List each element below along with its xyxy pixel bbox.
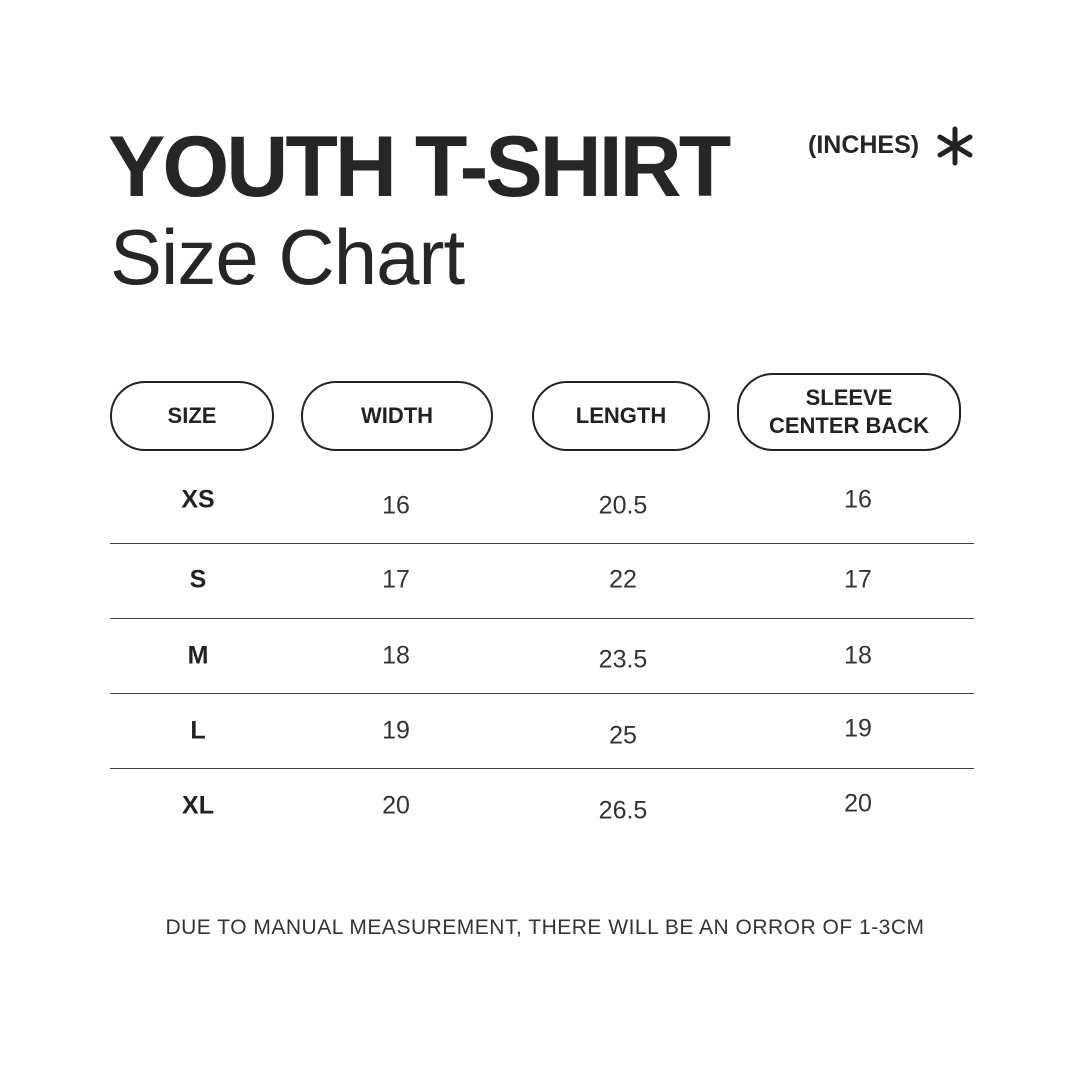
measurement-cell: 20.5	[598, 491, 648, 520]
measurement-cell: 18	[844, 641, 872, 670]
units-label: (INCHES)	[808, 131, 920, 159]
measurement-cell: 16	[844, 485, 872, 514]
measurement-cell: 20	[844, 789, 872, 818]
measurement-cell: 25	[609, 721, 637, 750]
size-label: XS	[181, 485, 215, 514]
row-divider	[110, 543, 974, 544]
page-title: YOUTH T-SHIRT	[108, 119, 731, 215]
header-length: LENGTH	[532, 381, 710, 451]
asterisk-icon	[937, 126, 973, 166]
page-subtitle: Size Chart	[110, 213, 465, 301]
measurement-cell: 19	[382, 716, 410, 745]
header-sleeve-center-back: SLEEVE CENTER BACK	[737, 373, 961, 451]
measurement-cell: 16	[382, 491, 410, 520]
size-label: L	[190, 716, 206, 745]
measurement-cell: 19	[844, 714, 872, 743]
size-label: XL	[182, 791, 214, 820]
measurement-cell: 17	[382, 565, 410, 594]
measurement-cell: 26.5	[598, 796, 648, 825]
measurement-cell: 17	[844, 565, 872, 594]
row-divider	[110, 768, 974, 769]
measurement-cell: 23.5	[598, 645, 648, 674]
size-label: S	[189, 565, 207, 594]
row-divider	[110, 693, 974, 694]
measurement-cell: 18	[382, 641, 410, 670]
header-width: WIDTH	[301, 381, 493, 451]
measurement-cell: 22	[609, 565, 637, 594]
row-divider	[110, 618, 974, 619]
header-size: SIZE	[110, 381, 274, 451]
size-label: M	[187, 641, 209, 670]
measurement-cell: 20	[382, 791, 410, 820]
measurement-note: DUE TO MANUAL MEASUREMENT, THERE WILL BE…	[165, 916, 925, 939]
